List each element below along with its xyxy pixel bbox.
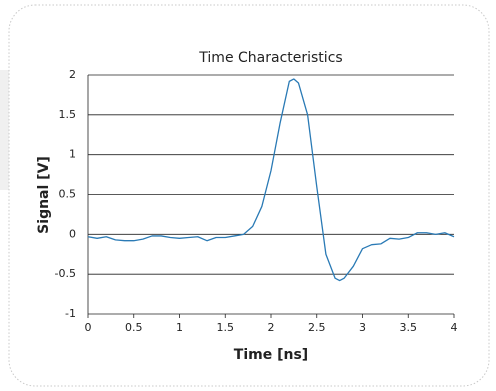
y-tick-label: 1 bbox=[69, 148, 76, 161]
y-tick-label: -0.5 bbox=[55, 267, 76, 280]
y-axis-title: Signal [V] bbox=[36, 156, 52, 234]
x-axis-title: Time [ns] bbox=[234, 347, 308, 363]
y-tick-label: 1.5 bbox=[59, 108, 77, 121]
x-tick-label: 0.5 bbox=[125, 321, 143, 334]
y-tick-label: -1 bbox=[65, 307, 76, 320]
signal-line bbox=[87, 78, 455, 282]
x-tick-label: 1.5 bbox=[217, 321, 235, 334]
x-tick-label: 4 bbox=[451, 321, 458, 334]
x-tick-label: 0 bbox=[85, 321, 92, 334]
x-tick-label: 2.5 bbox=[308, 321, 326, 334]
x-tick-label: 2 bbox=[268, 321, 275, 334]
x-tick-label: 3.5 bbox=[400, 321, 418, 334]
x-tick-label: 3 bbox=[359, 321, 366, 334]
card bbox=[8, 4, 490, 387]
y-tick-label: 0.5 bbox=[59, 188, 77, 201]
x-tick-label: 1 bbox=[176, 321, 183, 334]
y-tick-label: 0 bbox=[69, 227, 76, 240]
chart-title: Time Characteristics bbox=[198, 50, 342, 66]
y-tick-label: 2 bbox=[69, 68, 76, 81]
